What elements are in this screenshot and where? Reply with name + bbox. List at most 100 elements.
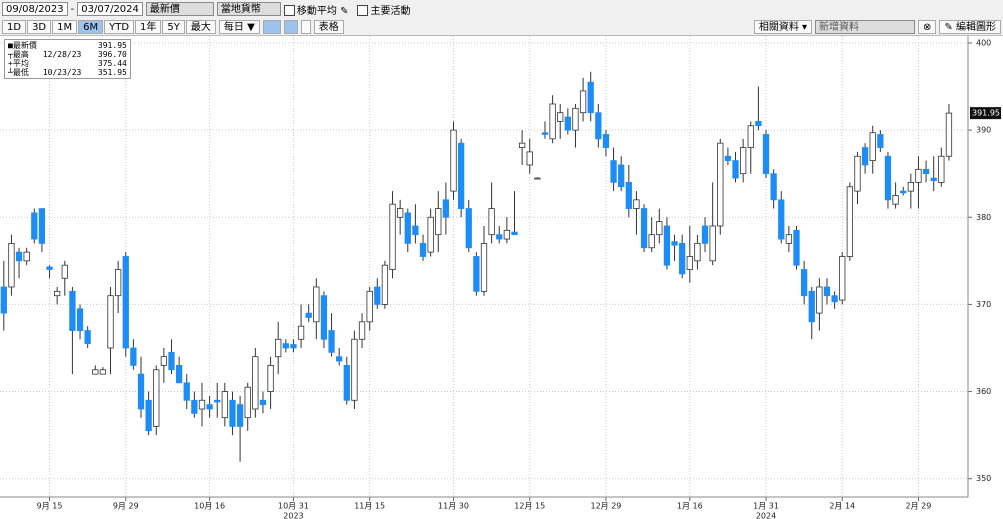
candle-body	[419, 243, 427, 257]
candle-body	[518, 142, 526, 148]
candle-body	[381, 264, 389, 305]
candle-body	[76, 308, 84, 331]
candle-body	[496, 234, 503, 240]
candle-body	[397, 208, 404, 218]
candle-body	[854, 155, 861, 192]
candle-body	[732, 160, 739, 179]
candle-body	[107, 295, 114, 349]
period-button[interactable]: 最大	[185, 19, 216, 34]
candle-body	[564, 116, 571, 131]
candle-body	[747, 125, 754, 148]
candle-body	[701, 225, 709, 244]
candle-body	[320, 295, 328, 340]
style-button[interactable]	[283, 19, 298, 34]
candle-body	[839, 256, 846, 301]
period-button[interactable]: 3D	[27, 19, 52, 34]
candle-body	[328, 330, 335, 353]
candle-body	[160, 356, 168, 366]
chart: 350 360 370 380 390 400 9月 15 9月 29 10月 16 10月 31…	[0, 36, 1001, 519]
key-events-label: 主要活動	[370, 5, 411, 17]
candle-body	[336, 356, 343, 362]
currency[interactable]: 當地貨幣	[216, 2, 281, 16]
candle-body	[54, 290, 61, 297]
candle-body	[15, 251, 23, 262]
last-price-label: 391.95	[972, 109, 1000, 118]
period-button[interactable]: 5Y	[162, 19, 185, 34]
table-button[interactable]: 表格	[313, 19, 344, 34]
candle-body	[465, 208, 472, 249]
edit-chart[interactable]: ✎ 編輯圖形	[939, 19, 1001, 34]
candle-body	[930, 177, 937, 182]
candle-body	[793, 229, 800, 266]
related-data[interactable]: 相關資料 ▾	[753, 19, 813, 34]
period-button[interactable]: 1年	[135, 19, 162, 34]
toolbar-bottom: 1D 3D 1M 6M YTD 1年 5Y 最大 每日 ▼ 表格 相關資料 ▾ 新增資料 ⊗ …	[0, 18, 1003, 36]
legend-value: 351.95	[97, 68, 127, 77]
candle-body	[861, 147, 869, 166]
candle-body	[816, 286, 823, 314]
candle-body	[31, 212, 38, 240]
x-tick-label: 2月 29	[906, 502, 932, 511]
candle-body	[595, 112, 602, 140]
period-button[interactable]: 6M	[78, 19, 104, 34]
candle-body	[99, 369, 107, 375]
candle-body	[8, 243, 15, 288]
period-button[interactable]: YTD	[104, 19, 135, 34]
candle-body	[648, 234, 655, 249]
start-date[interactable]: 09/08/2023	[2, 2, 68, 16]
moving-average-toggle[interactable]: 移動平均 ✎	[283, 2, 348, 17]
candle-body	[46, 266, 53, 270]
candle-body	[450, 129, 457, 192]
style-button[interactable]	[262, 19, 281, 34]
end-date[interactable]: 03/07/2024	[77, 2, 143, 16]
candle-body	[351, 338, 358, 401]
key-events-toggle[interactable]: 主要活動	[357, 2, 410, 17]
candle-body	[663, 225, 671, 266]
candle-body	[374, 286, 381, 305]
style-menu[interactable]	[300, 19, 311, 34]
candle-body	[587, 81, 594, 114]
x-tick-label: 10月 16	[194, 502, 225, 511]
candle-body	[130, 347, 137, 366]
candle-body	[457, 142, 465, 209]
candle-body	[808, 290, 815, 323]
add-data[interactable]: 新增資料	[815, 19, 916, 34]
candle-body	[633, 199, 640, 209]
clear-button[interactable]: ⊗	[918, 19, 937, 34]
candle-body	[717, 142, 724, 227]
candle-body	[229, 399, 236, 427]
x-tick-label: 1月 16	[677, 502, 703, 511]
candle-body	[579, 90, 587, 114]
legend: ■ 最新價 391.95 ┬ 最高 12/28/23 396.70 + 平均 375.44 ┴…	[4, 39, 131, 79]
candle-body	[557, 112, 564, 122]
candle-body	[221, 391, 228, 419]
candle-body	[762, 134, 770, 175]
candle-body	[778, 199, 785, 240]
candle-body	[602, 134, 610, 148]
frequency[interactable]: 每日 ▼	[218, 19, 260, 34]
candle-body	[244, 386, 251, 419]
candle-body	[153, 369, 160, 427]
candle-body	[846, 186, 854, 257]
candle-body	[831, 295, 838, 303]
price-field[interactable]: 最新價	[145, 2, 214, 16]
legend-row: ■ 最新價 391.95	[8, 41, 127, 50]
candle-body	[38, 208, 46, 244]
candle-body	[877, 134, 884, 148]
candle-body	[282, 343, 289, 349]
x-tick-label: 11月 15	[354, 502, 385, 511]
candle-body	[625, 182, 632, 209]
candle-body	[114, 269, 122, 297]
period-button[interactable]: 1D	[2, 19, 27, 34]
candle-body	[84, 330, 91, 345]
candle-body	[206, 404, 213, 410]
period-button[interactable]: 1M	[52, 19, 78, 34]
legend-label: 平均	[12, 59, 29, 68]
candle-body	[198, 399, 206, 410]
candle-body	[404, 212, 411, 244]
y-tick-label: 360	[976, 387, 991, 396]
candle-body	[915, 168, 922, 183]
candle-body	[656, 221, 663, 236]
candle-body	[389, 203, 396, 270]
legend-date: 12/28/23	[42, 50, 82, 59]
